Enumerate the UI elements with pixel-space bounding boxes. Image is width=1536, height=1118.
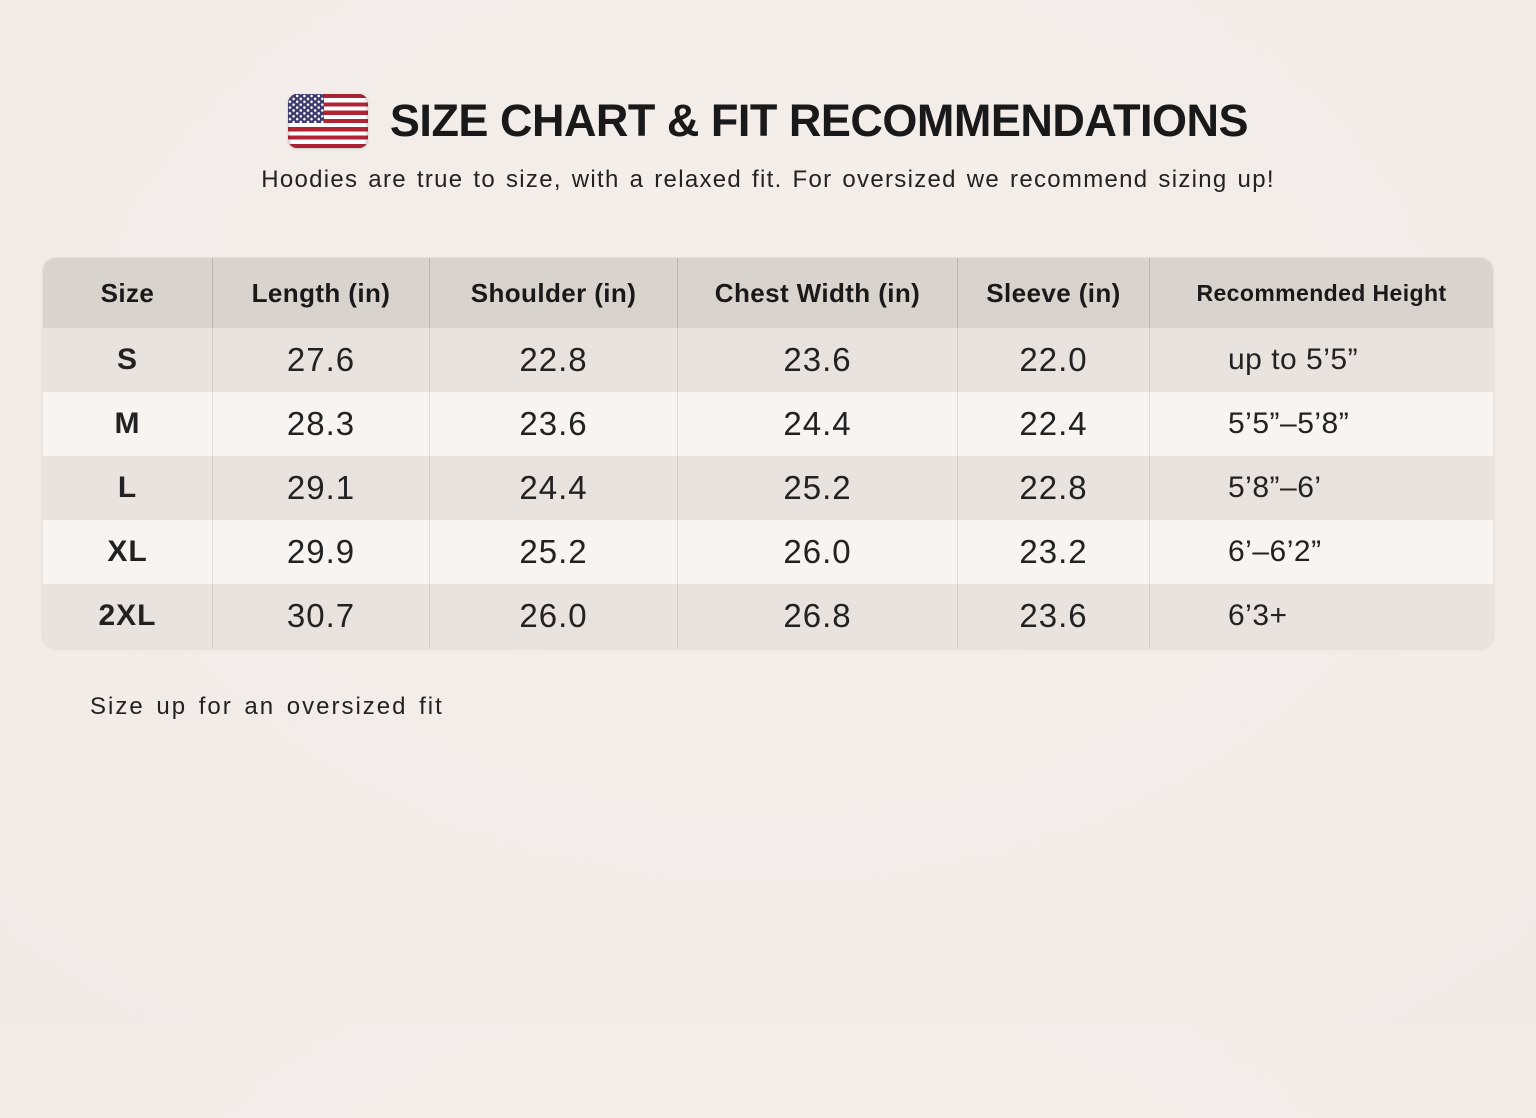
cell-sleeve: 22.4 bbox=[958, 392, 1150, 456]
cell-length: 27.6 bbox=[213, 328, 430, 392]
cell-chest-width: 23.6 bbox=[678, 328, 958, 392]
table-row-l: L 29.1 24.4 25.2 22.8 5’8”–6’ bbox=[43, 456, 1493, 520]
cell-shoulder: 22.8 bbox=[430, 328, 678, 392]
cell-shoulder: 23.6 bbox=[430, 392, 678, 456]
column-header-shoulder: Shoulder (in) bbox=[430, 258, 678, 328]
table-header-row: Size Length (in) Shoulder (in) Chest Wid… bbox=[43, 258, 1493, 328]
cell-length: 29.1 bbox=[213, 456, 430, 520]
cell-sleeve: 23.6 bbox=[958, 584, 1150, 648]
column-header-chest-width: Chest Width (in) bbox=[678, 258, 958, 328]
table-row-s: S 27.6 22.8 23.6 22.0 up to 5’5” bbox=[43, 328, 1493, 392]
cell-length: 28.3 bbox=[213, 392, 430, 456]
size-chart-table: Size Length (in) Shoulder (in) Chest Wid… bbox=[42, 257, 1494, 649]
size-chart-page: SIZE CHART & FIT RECOMMENDATIONS Hoodies… bbox=[0, 94, 1536, 721]
us-flag-canton bbox=[287, 94, 324, 123]
cell-sleeve: 22.8 bbox=[958, 456, 1150, 520]
cell-recommended-height: 6’3+ bbox=[1228, 599, 1288, 632]
cell-shoulder: 25.2 bbox=[430, 520, 678, 584]
table-row-m: M 28.3 23.6 24.4 22.4 5’5”–5’8” bbox=[43, 392, 1493, 456]
page-header: SIZE CHART & FIT RECOMMENDATIONS bbox=[0, 94, 1536, 148]
cell-length: 30.7 bbox=[213, 584, 430, 648]
cell-sleeve: 23.2 bbox=[958, 520, 1150, 584]
cell-chest-width: 26.8 bbox=[678, 584, 958, 648]
cell-length: 29.9 bbox=[213, 520, 430, 584]
cell-size: L bbox=[43, 456, 213, 520]
oversized-fit-note: Size up for an oversized fit bbox=[90, 693, 444, 720]
cell-recommended-height: 5’5”–5’8” bbox=[1228, 407, 1350, 440]
cell-shoulder: 26.0 bbox=[430, 584, 678, 648]
table-row-xl: XL 29.9 25.2 26.0 23.2 6’–6’2” bbox=[43, 520, 1493, 584]
column-header-size: Size bbox=[43, 258, 213, 328]
column-header-length: Length (in) bbox=[213, 258, 430, 328]
cell-size: M bbox=[43, 392, 213, 456]
table-row-2xl: 2XL 30.7 26.0 26.8 23.6 6’3+ bbox=[43, 584, 1493, 648]
column-header-sleeve: Sleeve (in) bbox=[958, 258, 1150, 328]
page-title: SIZE CHART & FIT RECOMMENDATIONS bbox=[389, 95, 1249, 146]
column-header-recommended-height: Recommended Height bbox=[1196, 279, 1447, 306]
cell-size: XL bbox=[43, 520, 213, 584]
cell-shoulder: 24.4 bbox=[430, 456, 678, 520]
fit-subtitle: Hoodies are true to size, with a relaxed… bbox=[261, 166, 1275, 193]
cell-recommended-height: 5’8”–6’ bbox=[1228, 471, 1322, 504]
us-flag-icon bbox=[287, 94, 368, 148]
cell-chest-width: 24.4 bbox=[678, 392, 958, 456]
cell-recommended-height: 6’–6’2” bbox=[1228, 535, 1322, 568]
cell-sleeve: 22.0 bbox=[958, 328, 1150, 392]
cell-chest-width: 25.2 bbox=[678, 456, 958, 520]
cell-recommended-height: up to 5’5” bbox=[1228, 343, 1359, 376]
cell-size: S bbox=[43, 328, 213, 392]
cell-chest-width: 26.0 bbox=[678, 520, 958, 584]
cell-size: 2XL bbox=[43, 584, 213, 648]
